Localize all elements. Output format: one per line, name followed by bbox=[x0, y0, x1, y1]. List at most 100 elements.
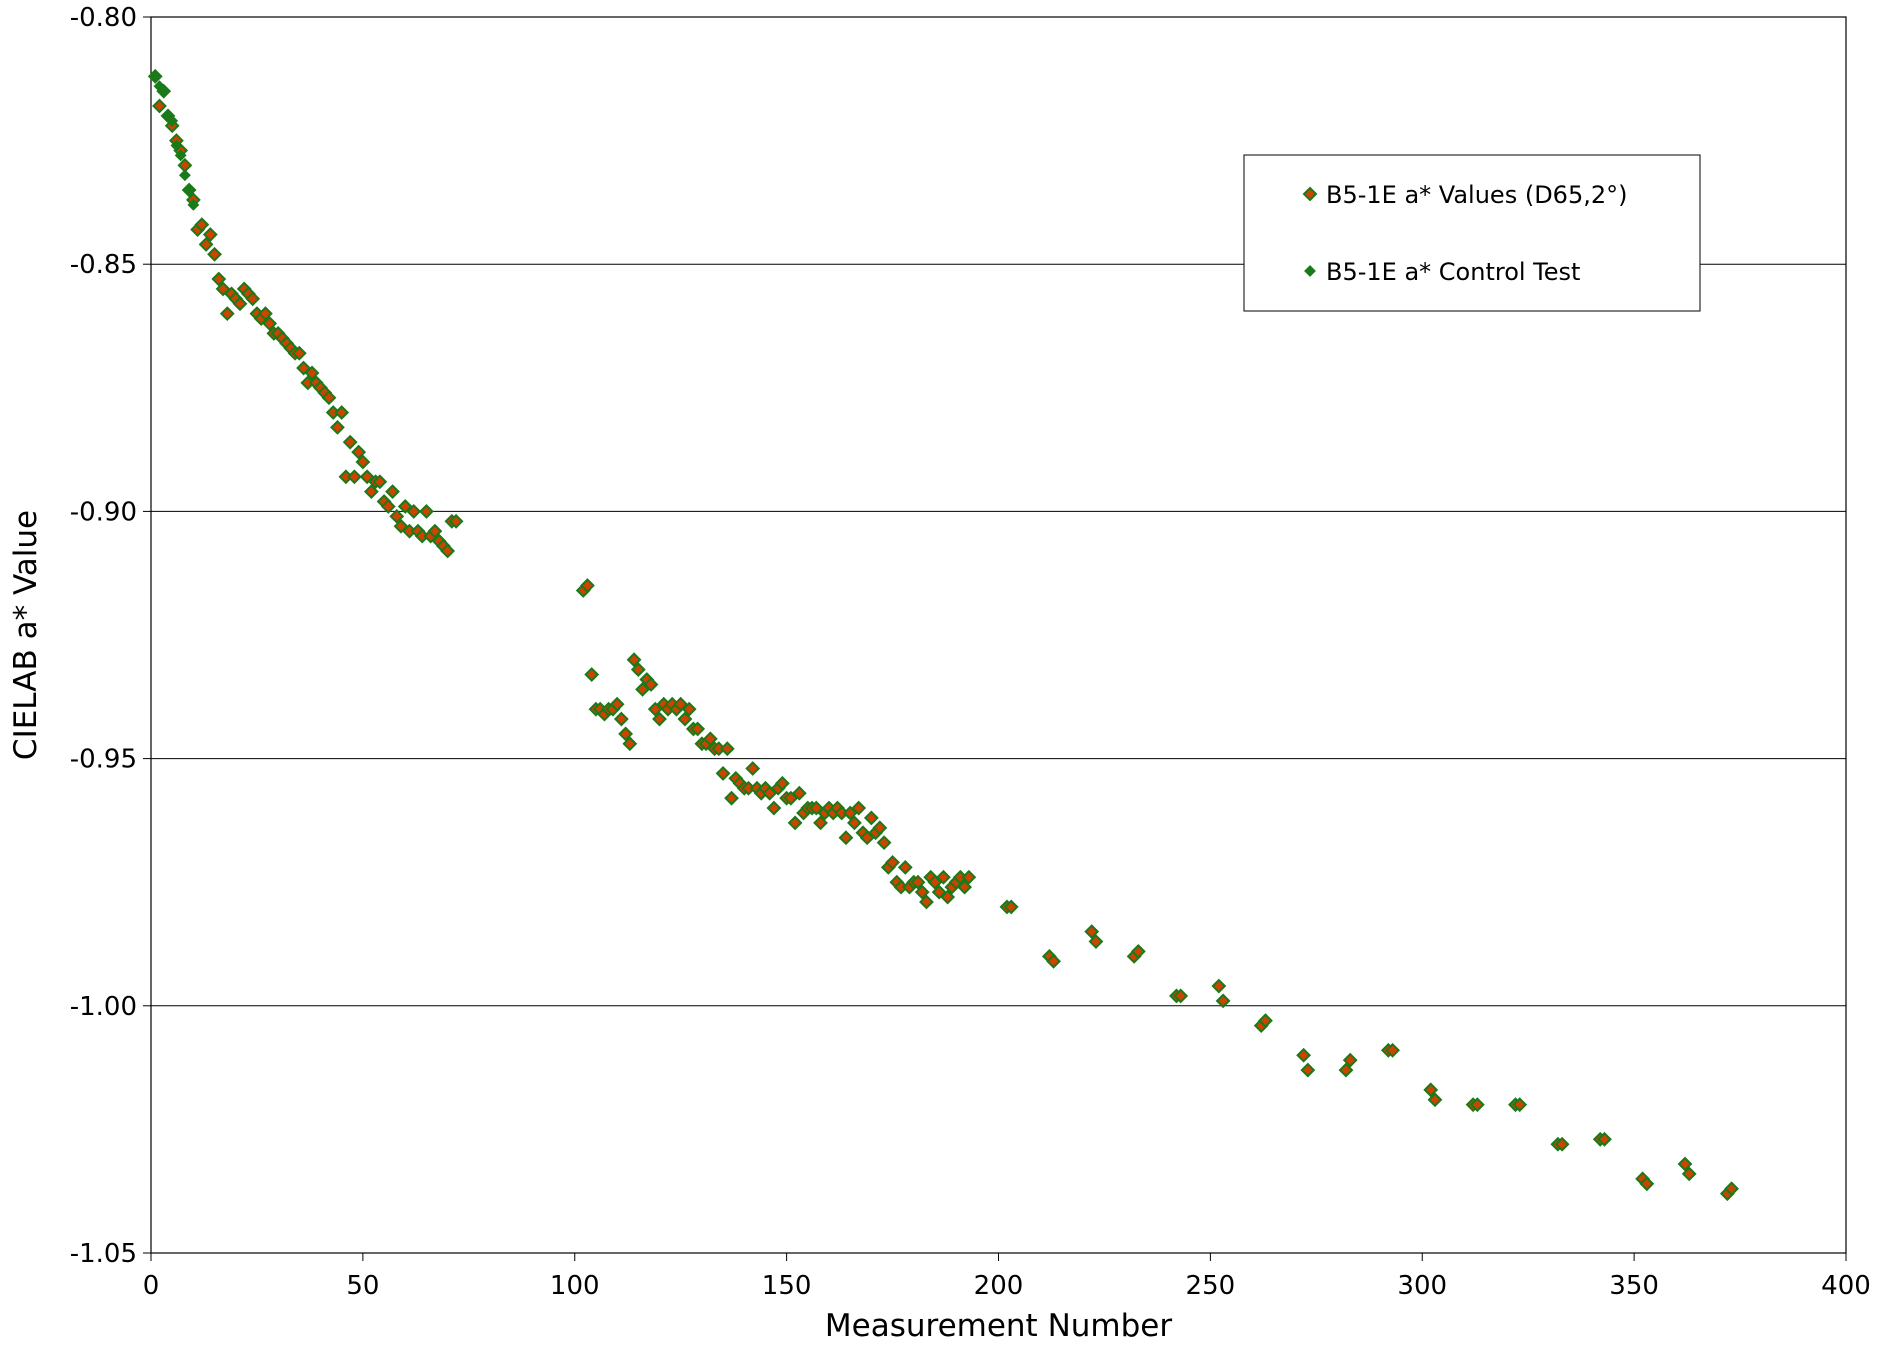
data-point-control bbox=[174, 149, 187, 162]
data-point-values bbox=[1554, 1136, 1570, 1152]
data-point-values bbox=[885, 855, 900, 870]
data-point-values bbox=[851, 800, 867, 816]
data-point-values bbox=[635, 681, 650, 697]
y-tick-label: -1.00 bbox=[70, 992, 137, 1022]
data-point-values bbox=[342, 434, 358, 450]
data-point-values bbox=[766, 800, 782, 816]
data-point-values bbox=[927, 874, 943, 890]
data-point-control bbox=[166, 114, 179, 127]
x-tick-label: 150 bbox=[762, 1271, 812, 1301]
data-point-values bbox=[304, 365, 320, 381]
data-point-values bbox=[1215, 993, 1231, 1009]
x-axis-title: Measurement Number bbox=[825, 1308, 1172, 1344]
data-point-values bbox=[215, 281, 231, 297]
data-point-values bbox=[847, 815, 862, 831]
x-tick-label: 300 bbox=[1397, 1271, 1447, 1301]
data-point-values bbox=[427, 523, 443, 539]
data-point-values bbox=[397, 499, 413, 514]
data-point-values bbox=[351, 444, 367, 460]
data-point-control bbox=[178, 169, 191, 182]
data-point-values bbox=[198, 237, 214, 252]
data-point-values bbox=[897, 859, 913, 875]
data-point-values bbox=[719, 741, 735, 757]
data-point-values bbox=[334, 405, 350, 420]
legend-label-control: B5-1E a* Control Test bbox=[1326, 258, 1580, 286]
data-point-control bbox=[183, 184, 196, 196]
data-point-values bbox=[330, 419, 345, 435]
data-point-values bbox=[1211, 978, 1227, 994]
y-tick-label: -0.95 bbox=[70, 745, 137, 775]
data-point-values bbox=[152, 98, 167, 114]
data-point-values bbox=[1385, 1042, 1401, 1058]
data-point-values bbox=[910, 874, 926, 890]
data-point-values bbox=[1423, 1082, 1439, 1098]
legend-label-values: B5-1E a* Values (D65,2°) bbox=[1326, 181, 1627, 209]
data-point-values bbox=[321, 390, 337, 406]
x-tick-label: 200 bbox=[974, 1271, 1024, 1301]
x-tick-label: 100 bbox=[550, 1271, 600, 1301]
legend-marker-control bbox=[1304, 265, 1316, 277]
data-point-values bbox=[613, 711, 629, 727]
data-point-values bbox=[872, 820, 888, 836]
data-point-values bbox=[257, 306, 273, 322]
data-point-values bbox=[724, 790, 739, 806]
data-point-values bbox=[1677, 1156, 1693, 1172]
axis-ticks: -0.80 -0.85 -0.90 -0.95 -1.00 -1.050 50 100 150 2… bbox=[70, 3, 1871, 1301]
data-point-values bbox=[232, 296, 248, 312]
data-point-values bbox=[406, 503, 422, 519]
data-point-values bbox=[622, 736, 638, 752]
data-point-values bbox=[787, 815, 803, 831]
data-point-values bbox=[194, 217, 210, 233]
data-point-values bbox=[380, 499, 396, 514]
data-point-control bbox=[170, 139, 183, 152]
data-point-values bbox=[863, 810, 879, 826]
data-point-values bbox=[957, 879, 973, 895]
data-point-values bbox=[643, 677, 659, 692]
data-point-values bbox=[935, 869, 951, 885]
x-tick-label: 350 bbox=[1609, 1271, 1659, 1301]
legend: B5-1E a* Values (D65,2°) B5-1E a* Contro… bbox=[1243, 154, 1701, 312]
data-point-values bbox=[584, 667, 600, 682]
data-point-values bbox=[393, 518, 409, 534]
data-point-values bbox=[211, 271, 227, 287]
data-point-values bbox=[762, 785, 778, 801]
data-point-values bbox=[626, 652, 642, 668]
data-point-values bbox=[245, 291, 261, 307]
data-point-values bbox=[961, 869, 977, 885]
data-point-values bbox=[940, 889, 956, 905]
y-tick-label: -0.85 bbox=[70, 250, 137, 280]
data-point-control bbox=[157, 85, 170, 98]
data-point-values bbox=[1724, 1181, 1740, 1197]
data-point-values bbox=[652, 711, 667, 727]
data-point-values bbox=[1342, 1052, 1358, 1068]
data-point-values bbox=[219, 306, 235, 322]
data-point-values bbox=[1296, 1047, 1312, 1063]
data-point-values bbox=[1681, 1166, 1697, 1182]
data-point-values bbox=[919, 894, 934, 910]
data-point-values bbox=[355, 454, 371, 470]
data-point-values bbox=[808, 800, 824, 816]
x-tick-label: 250 bbox=[1186, 1271, 1236, 1301]
data-point-values bbox=[681, 701, 697, 717]
data-point-values bbox=[1173, 988, 1189, 1004]
data-point-values bbox=[389, 508, 405, 524]
data-point-values bbox=[296, 360, 311, 376]
data-point-values bbox=[609, 696, 625, 712]
data-point-values bbox=[1130, 944, 1146, 959]
data-points bbox=[147, 68, 1740, 1202]
data-point-values bbox=[618, 726, 634, 742]
data-point-values bbox=[783, 790, 799, 806]
data-point-values bbox=[1088, 934, 1104, 949]
data-point-values bbox=[1046, 953, 1062, 969]
data-point-values bbox=[1338, 1062, 1354, 1078]
data-point-values bbox=[715, 766, 731, 781]
data-point-control bbox=[149, 70, 162, 83]
data-point-values bbox=[774, 775, 790, 791]
data-point-values bbox=[1003, 899, 1019, 915]
data-point-values bbox=[291, 345, 307, 361]
y-tick-label: -0.90 bbox=[70, 497, 137, 527]
data-point-values bbox=[647, 701, 663, 717]
data-point-values bbox=[838, 830, 854, 846]
